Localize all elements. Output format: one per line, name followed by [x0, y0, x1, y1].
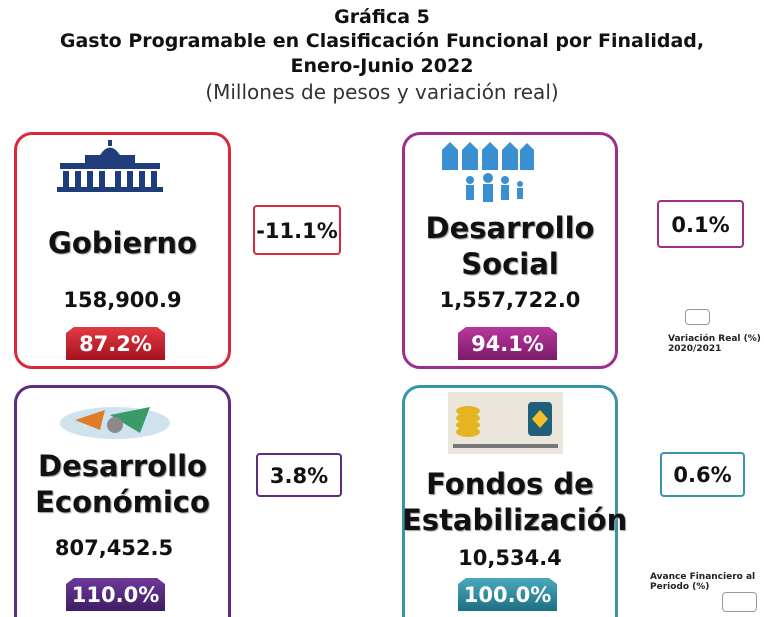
infographic: Gráfica 5 Gasto Programable en Clasifica… [0, 0, 764, 617]
card-amount: 158,900.9 [14, 288, 231, 312]
subtitle: Enero-Junio 2022 [0, 55, 764, 77]
progress-badge: 87.2% [66, 327, 165, 360]
icon-social [440, 140, 535, 210]
card-name: Fondos de Estabilización [402, 466, 618, 538]
units: (Millones de pesos y variación real) [0, 80, 764, 104]
legend-box [722, 592, 757, 612]
variation-box: 0.1% [657, 200, 744, 248]
legend-progress: Avance Financiero al Periodo (%) [650, 572, 764, 592]
progress-badge: 94.1% [458, 327, 557, 360]
variation-box: 3.8% [256, 453, 342, 497]
card-amount: 10,534.4 [402, 546, 618, 570]
progress-badge: 100.0% [458, 578, 557, 611]
progress-badge: 110.0% [66, 578, 165, 611]
icon-funds [448, 392, 563, 462]
legend-box [685, 309, 710, 325]
card-name: Desarrollo Social [402, 210, 618, 282]
icon-economic [55, 395, 175, 445]
subtitle: Gasto Programable en Clasificación Funci… [0, 30, 764, 52]
variation-box: 0.6% [660, 452, 745, 497]
legend-variation: Variación Real (%) 2020/2021 [668, 334, 764, 354]
card-amount: 1,557,722.0 [402, 288, 618, 312]
card-name: Gobierno [14, 225, 231, 261]
card-amount: 807,452.5 [14, 536, 214, 560]
title: Gráfica 5 [0, 6, 764, 28]
icon-government [55, 140, 165, 195]
variation-box: -11.1% [253, 205, 341, 255]
card-name: Desarrollo Económico [14, 448, 231, 520]
